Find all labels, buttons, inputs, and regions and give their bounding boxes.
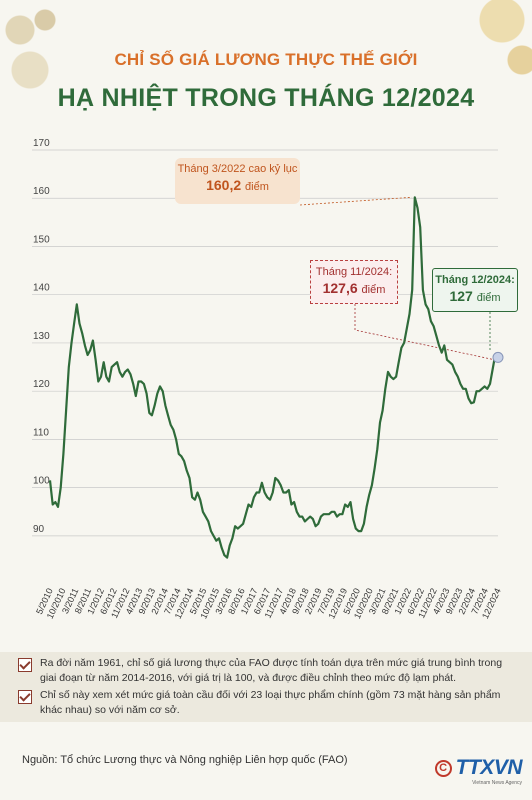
notes-box: Ra đời năm 1961, chỉ số giá lương thực c… [0, 652, 532, 722]
y-tick-label: 160 [33, 186, 50, 197]
logo-name: TTXVN [455, 756, 523, 779]
y-tick-label: 170 [33, 138, 50, 149]
callout-guide [354, 304, 494, 360]
y-tick-label: 100 [33, 476, 50, 487]
y-tick-label: 110 [33, 427, 49, 438]
y-tick-labels: 90 100 110 120 130 140 150 160 170 [33, 138, 50, 535]
y-tick-label: 120 [33, 379, 50, 390]
callout-dec-unit: điểm [476, 292, 501, 304]
logo-subtitle: Vietnam News Agency [472, 780, 522, 786]
copyright-icon: C [434, 759, 452, 777]
grain-decoration-left [0, 0, 70, 100]
ttxvn-logo: C TTXVN Vietnam News Agency [434, 756, 523, 786]
y-tick-label: 130 [33, 331, 50, 342]
checkbox-icon [18, 658, 32, 672]
note-item: Chỉ số này xem xét mức giá toàn cầu đối … [18, 688, 514, 718]
note-item: Ra đời năm 1961, chỉ số giá lương thực c… [18, 656, 514, 686]
callout-guides [299, 196, 494, 360]
callout-dec-2024: Tháng 12/2024: 127 điểm [432, 268, 518, 312]
callout-nov-2024: Tháng 11/2024: 127,6 điểm [310, 260, 398, 304]
callout-nov-value: 127,6 [322, 280, 358, 296]
end-point-marker [492, 351, 504, 363]
series-line [48, 196, 499, 559]
callout-nov-unit: điểm [361, 284, 386, 296]
callout-max-unit: điểm [245, 181, 269, 193]
callout-nov-label: Tháng 11/2024: [315, 266, 393, 278]
callout-dec-label: Tháng 12/2024: [435, 274, 515, 286]
page-title: HẠ NHIỆT TRONG THÁNG 12/2024 [57, 84, 475, 112]
callout-dec-value: 127 [449, 288, 473, 304]
food-price-index-chart: 90 100 110 120 130 140 150 160 170 5/201010/2010… [32, 138, 504, 621]
note-text-2: Chỉ số này xem xét mức giá toàn cầu đối … [40, 689, 501, 716]
page-subtitle: CHỈ SỐ GIÁ LƯƠNG THỰC THẾ GIỚI [114, 50, 418, 69]
y-tick-label: 150 [33, 234, 50, 245]
checkbox-icon [18, 690, 32, 704]
callout-record-high: Tháng 3/2022 cao kỷ lục 160,2 điểm [175, 158, 300, 204]
y-tick-label: 140 [33, 283, 50, 294]
x-tick-labels: 5/201010/20103/20118/20111/20126/201211/… [34, 587, 503, 621]
note-text-1: Ra đời năm 1961, chỉ số giá lương thực c… [40, 657, 503, 684]
callout-max-label: Tháng 3/2022 cao kỷ lục [177, 163, 298, 175]
callout-max-value: 160,2 [206, 177, 242, 193]
source-text: Nguồn: Tổ chức Lương thực và Nông nghiệp… [22, 754, 348, 766]
y-tick-label: 90 [33, 524, 45, 535]
grid-lines [32, 149, 498, 537]
grain-decoration-right [442, 0, 532, 90]
callout-guide [299, 196, 412, 206]
